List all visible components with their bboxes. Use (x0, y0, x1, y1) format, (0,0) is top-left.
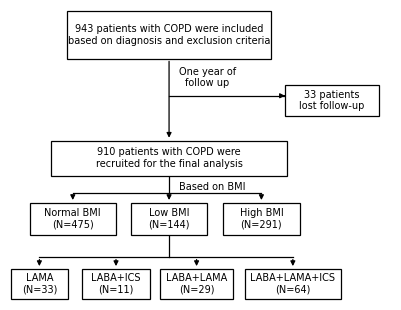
FancyBboxPatch shape (131, 203, 207, 235)
Text: LABA+LAMA
(N=29): LABA+LAMA (N=29) (166, 273, 227, 295)
FancyBboxPatch shape (67, 11, 271, 59)
FancyBboxPatch shape (285, 85, 379, 116)
Text: Based on BMI: Based on BMI (179, 182, 245, 192)
FancyBboxPatch shape (160, 269, 233, 299)
FancyBboxPatch shape (51, 140, 287, 175)
Text: LAMA
(N=33): LAMA (N=33) (22, 273, 57, 295)
Text: Normal BMI
(N=475): Normal BMI (N=475) (45, 208, 101, 230)
FancyBboxPatch shape (82, 269, 150, 299)
FancyBboxPatch shape (30, 203, 116, 235)
Text: 910 patients with COPD were
recruited for the final analysis: 910 patients with COPD were recruited fo… (95, 147, 243, 169)
FancyBboxPatch shape (245, 269, 341, 299)
Text: LABA+ICS
(N=11): LABA+ICS (N=11) (91, 273, 141, 295)
FancyBboxPatch shape (223, 203, 300, 235)
Text: Low BMI
(N=144): Low BMI (N=144) (148, 208, 190, 230)
Text: LABA+LAMA+ICS
(N=64): LABA+LAMA+ICS (N=64) (250, 273, 335, 295)
Text: One year of
follow up: One year of follow up (179, 67, 236, 88)
FancyBboxPatch shape (11, 269, 68, 299)
Text: 33 patients
lost follow-up: 33 patients lost follow-up (300, 90, 365, 111)
Text: High BMI
(N=291): High BMI (N=291) (239, 208, 283, 230)
Text: 943 patients with COPD were included
based on diagnosis and exclusion criteria: 943 patients with COPD were included bas… (68, 24, 270, 46)
